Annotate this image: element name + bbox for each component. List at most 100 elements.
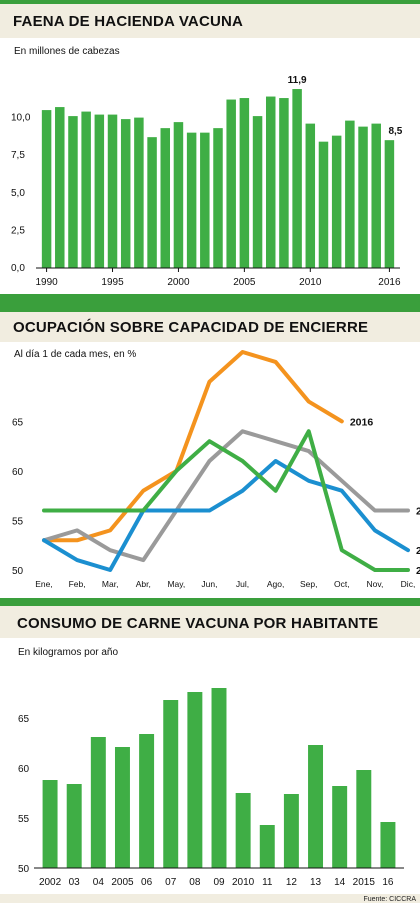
y-tick-label: 0,0 bbox=[11, 263, 25, 274]
x-tick-label: Jul, bbox=[236, 579, 249, 589]
y-tick-label: 65 bbox=[12, 417, 24, 428]
bar bbox=[235, 793, 251, 868]
chart1-subtitle: En millones de cabezas bbox=[14, 46, 120, 57]
y-tick-label: 10,0 bbox=[11, 113, 31, 124]
x-tick-label: Nov, bbox=[366, 579, 383, 589]
bar bbox=[371, 123, 381, 268]
x-tick-label: 2000 bbox=[167, 277, 190, 288]
y-tick-label: 55 bbox=[18, 814, 30, 825]
data-label: 8,5 bbox=[388, 126, 402, 137]
x-tick-label: 2015 bbox=[353, 877, 376, 888]
y-tick-label: 2,5 bbox=[11, 225, 25, 236]
bar bbox=[68, 116, 78, 268]
bar bbox=[384, 140, 395, 268]
bar bbox=[107, 114, 118, 268]
bar bbox=[160, 128, 171, 268]
x-tick-label: Ene, bbox=[35, 579, 53, 589]
bar bbox=[200, 132, 210, 268]
bar bbox=[318, 141, 329, 268]
x-tick-label: Dic, bbox=[401, 579, 416, 589]
bar bbox=[94, 114, 105, 268]
series-line-2016 bbox=[42, 350, 344, 543]
x-tick-label: 2005 bbox=[233, 277, 256, 288]
bar bbox=[134, 117, 144, 268]
bar bbox=[211, 688, 227, 868]
chart3-svg: 50 55 60 65 2002 03 04 2005 06 07 08 09 2010 11 12 13 14… bbox=[18, 688, 404, 888]
series-line-2015 bbox=[42, 429, 410, 572]
y-tick-label: 60 bbox=[18, 764, 30, 775]
bar bbox=[226, 99, 236, 268]
y-tick-label: 50 bbox=[18, 864, 30, 875]
panel2-header: OCUPACIÓN SOBRE CAPACIDAD DE ENCIERRE bbox=[0, 312, 420, 342]
bar bbox=[120, 119, 131, 268]
chart1-area: En millones de cabezas 0,0 2,5 5,0 7,5 10,0 1… bbox=[0, 38, 420, 294]
x-tick-label: Feb, bbox=[69, 579, 86, 589]
bar bbox=[42, 780, 58, 868]
x-tick-label: Jun, bbox=[201, 579, 217, 589]
panel3-header: CONSUMO DE CARNE VACUNA POR HABITANTE bbox=[0, 606, 420, 638]
x-tick-label: 2010 bbox=[299, 277, 322, 288]
bar bbox=[173, 122, 184, 268]
x-tick-label: 2005 bbox=[111, 877, 134, 888]
bar bbox=[308, 745, 324, 868]
bar bbox=[259, 825, 275, 868]
x-tick-label: Sep, bbox=[300, 579, 318, 589]
bar bbox=[345, 120, 355, 268]
x-tick-label: Mar, bbox=[102, 579, 119, 589]
series-line-2013 bbox=[42, 459, 410, 572]
bar bbox=[139, 734, 155, 868]
x-tick-label: 04 bbox=[93, 877, 105, 888]
y-tick-label: 5,0 bbox=[11, 188, 25, 199]
bar bbox=[358, 126, 368, 269]
x-tick-label: 16 bbox=[382, 877, 394, 888]
x-tick-label: 2010 bbox=[232, 877, 255, 888]
bar bbox=[66, 784, 82, 868]
chart2-title: OCUPACIÓN SOBRE CAPACIDAD DE ENCIERRE bbox=[13, 319, 369, 336]
bar bbox=[252, 116, 263, 268]
x-tick-label: Abr, bbox=[136, 579, 151, 589]
bar bbox=[332, 786, 348, 868]
y-tick-label: 55 bbox=[12, 516, 24, 527]
bar bbox=[147, 137, 157, 268]
data-label: 11,9 bbox=[288, 75, 307, 86]
bar bbox=[186, 132, 197, 268]
x-tick-label: 1995 bbox=[101, 277, 124, 288]
panel1-header: FAENA DE HACIENDA VACUNA bbox=[0, 4, 420, 38]
x-tick-label: 07 bbox=[165, 877, 177, 888]
bar bbox=[356, 770, 372, 868]
bar bbox=[55, 107, 65, 269]
chart3-title: CONSUMO DE CARNE VACUNA POR HABITANTE bbox=[17, 615, 379, 632]
chart1-svg: 0,0 2,5 5,0 7,5 10,0 1990 1995 2000 2005 2010 2016… bbox=[11, 75, 403, 288]
x-tick-label: 13 bbox=[310, 877, 322, 888]
y-tick-label: 60 bbox=[12, 467, 24, 478]
series-label-2013: 2013 bbox=[416, 545, 420, 557]
chart3-area: En kilogramos por año 50 55 60 65 2002 03 04 20… bbox=[0, 638, 420, 894]
bar bbox=[239, 98, 250, 268]
source-note: Fuente: CICCRA bbox=[363, 896, 416, 903]
chart2-area: Al día 1 de cada mes, en % 50 55 60 65 Ene, F… bbox=[0, 342, 420, 598]
x-tick-label: 2016 bbox=[378, 277, 401, 288]
x-tick-label: 09 bbox=[213, 877, 225, 888]
x-tick-label: 1990 bbox=[35, 277, 58, 288]
panel3-top-band bbox=[0, 598, 420, 608]
y-tick-label: 65 bbox=[18, 714, 30, 725]
chart2-svg: 50 55 60 65 Ene, Feb, Mar, Abr, May, Jun, Jul, Ago,… bbox=[12, 350, 420, 589]
bar bbox=[292, 89, 302, 268]
bar bbox=[265, 96, 276, 268]
y-tick-label: 50 bbox=[12, 566, 24, 577]
x-tick-label: 06 bbox=[141, 877, 153, 888]
x-tick-label: 11 bbox=[262, 877, 273, 888]
x-tick-label: 08 bbox=[189, 877, 201, 888]
bar bbox=[114, 747, 130, 868]
x-tick-label: 2002 bbox=[39, 877, 62, 888]
panel1-top-band bbox=[0, 0, 420, 4]
y-tick-label: 7,5 bbox=[11, 150, 25, 161]
bar bbox=[81, 111, 91, 268]
panel2-top-band bbox=[0, 294, 420, 314]
bar bbox=[41, 110, 52, 268]
bar bbox=[279, 98, 289, 268]
x-tick-label: May, bbox=[167, 579, 185, 589]
bar bbox=[380, 822, 396, 868]
bar bbox=[213, 128, 223, 268]
x-tick-label: 03 bbox=[69, 877, 81, 888]
